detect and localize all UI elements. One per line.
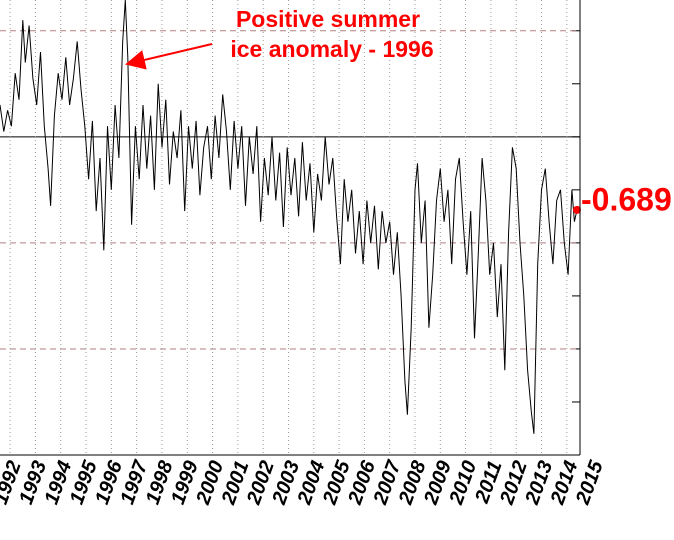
annotation-arrow <box>125 43 213 70</box>
plot <box>0 0 581 434</box>
last-point <box>572 205 581 214</box>
annotation: Positive summer <box>236 6 420 32</box>
last-value-label: -0.689 <box>581 181 672 217</box>
annotation: ice anomaly - 1996 <box>230 36 433 62</box>
grid <box>0 0 580 455</box>
series-line <box>0 0 578 434</box>
